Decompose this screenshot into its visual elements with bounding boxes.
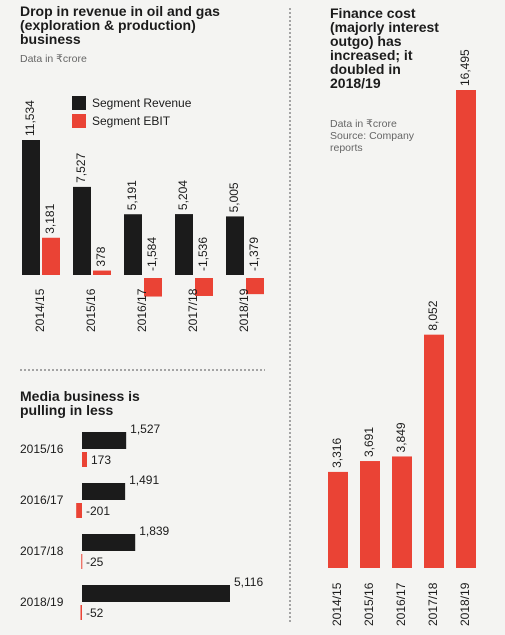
bar bbox=[73, 186, 91, 275]
value-label: 8,052 bbox=[426, 300, 440, 330]
value-label: 3,849 bbox=[394, 422, 408, 452]
value-label: 5,005 bbox=[227, 182, 241, 212]
x-tick-label: 2018/19 bbox=[458, 582, 472, 626]
bar bbox=[82, 483, 126, 500]
bar bbox=[246, 278, 264, 295]
value-label: 378 bbox=[94, 246, 108, 266]
x-tick-label: 2018/19 bbox=[237, 288, 251, 332]
bar bbox=[392, 456, 412, 568]
bar bbox=[226, 216, 244, 275]
value-label: 3,181 bbox=[43, 203, 57, 233]
value-label: 5,116 bbox=[234, 575, 263, 589]
bar bbox=[82, 585, 230, 602]
bar bbox=[195, 278, 213, 296]
value-label: -1,584 bbox=[145, 237, 159, 271]
bar bbox=[80, 605, 82, 620]
x-tick-label: 2015/16 bbox=[84, 288, 98, 332]
value-label: 3,691 bbox=[362, 427, 376, 457]
legend-label: Segment Revenue bbox=[92, 96, 192, 110]
x-tick-label: 2015/16 bbox=[362, 582, 376, 626]
chart-title: Drop in revenue in oil and gas (explorat… bbox=[20, 3, 220, 47]
value-label: 1,527 bbox=[130, 422, 160, 436]
bar bbox=[42, 237, 60, 275]
x-tick-label: 2017/18 bbox=[426, 582, 440, 626]
bar bbox=[124, 214, 142, 275]
bar bbox=[93, 270, 111, 275]
y-tick-label: 2018/19 bbox=[20, 595, 64, 609]
value-label: -25 bbox=[86, 555, 104, 569]
legend-label: Segment EBIT bbox=[92, 114, 171, 128]
chart-title: Media business is pulling in less bbox=[20, 388, 140, 418]
legend-swatch bbox=[72, 96, 86, 110]
y-tick-label: 2016/17 bbox=[20, 493, 64, 507]
bar bbox=[144, 278, 162, 297]
bar bbox=[81, 554, 83, 569]
source: Source: Company reports bbox=[330, 130, 415, 154]
value-label: 3,316 bbox=[330, 438, 344, 468]
x-tick-label: 2017/18 bbox=[186, 288, 200, 332]
bar bbox=[76, 503, 82, 518]
value-label: 5,191 bbox=[125, 180, 139, 210]
value-label: 16,495 bbox=[458, 49, 472, 86]
value-label: -52 bbox=[86, 606, 104, 620]
x-tick-label: 2016/17 bbox=[394, 582, 408, 626]
legend-swatch bbox=[72, 114, 86, 128]
value-label: -201 bbox=[86, 504, 110, 518]
y-tick-label: 2015/16 bbox=[20, 442, 64, 456]
value-label: -1,536 bbox=[196, 237, 210, 271]
bar bbox=[456, 90, 476, 568]
value-label: 173 bbox=[91, 453, 111, 467]
bar bbox=[360, 461, 380, 568]
value-label: 11,534 bbox=[23, 100, 37, 136]
subtitle: Data in ₹crore bbox=[330, 118, 397, 130]
bar bbox=[424, 334, 444, 568]
chart-title: Finance cost (majorly interest outgo) ha… bbox=[330, 5, 439, 91]
value-label: -1,379 bbox=[247, 237, 261, 271]
value-label: 1,839 bbox=[139, 524, 169, 538]
bar bbox=[328, 471, 348, 568]
value-label: 1,491 bbox=[129, 473, 159, 487]
bar bbox=[22, 140, 40, 275]
bar bbox=[175, 214, 193, 275]
x-tick-label: 2014/15 bbox=[33, 288, 47, 332]
bar bbox=[82, 452, 88, 467]
subtitle: Data in ₹crore bbox=[20, 53, 87, 65]
value-label: 5,204 bbox=[176, 180, 190, 210]
value-label: 7,527 bbox=[74, 153, 88, 183]
x-tick-label: 2014/15 bbox=[330, 582, 344, 626]
bar bbox=[82, 534, 136, 551]
bar bbox=[82, 432, 127, 449]
x-tick-label: 2016/17 bbox=[135, 288, 149, 332]
y-tick-label: 2017/18 bbox=[20, 544, 64, 558]
